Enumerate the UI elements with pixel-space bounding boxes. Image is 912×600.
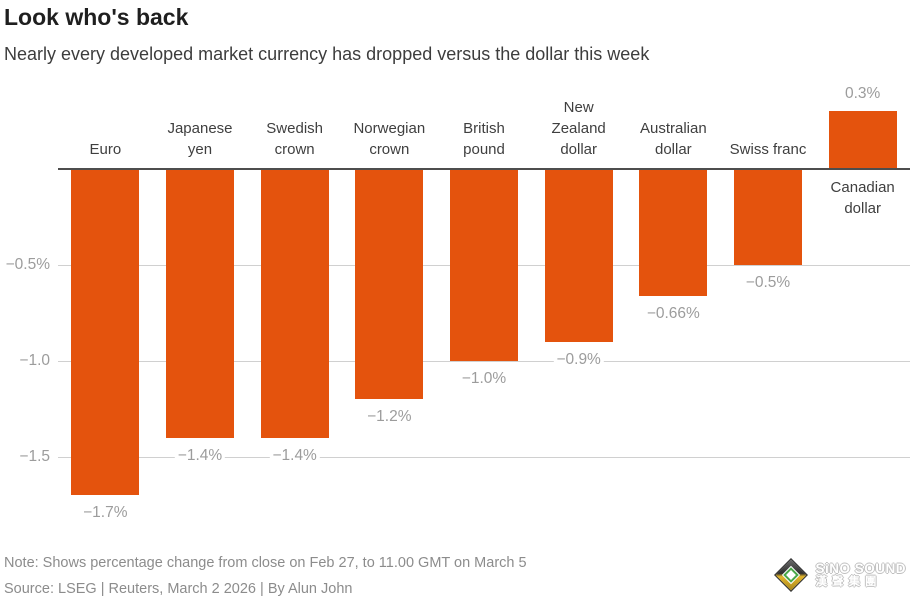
bar	[71, 169, 140, 496]
y-axis-tick-label: −1.0	[19, 352, 50, 369]
category-label: Euro	[89, 141, 122, 158]
bar-value-label: −1.4%	[269, 446, 320, 465]
chart-source: Source: LSEG | Reuters, March 2 2026 | B…	[4, 581, 353, 597]
bar	[828, 111, 897, 169]
bar-value-label: −0.66%	[643, 304, 703, 323]
category-label: Swiss franc	[729, 141, 807, 158]
bar-value-label: −1.4%	[174, 446, 226, 465]
category-label: Japanese yen	[167, 120, 233, 158]
sino-sound-diamond-icon	[773, 557, 809, 593]
bar	[166, 169, 234, 438]
bar-value-label: 0.3%	[841, 85, 884, 104]
category-label: British pound	[463, 120, 505, 158]
bar	[734, 169, 802, 265]
chart-note: Note: Shows percentage change from close…	[4, 555, 527, 571]
bar-value-label: −0.9%	[553, 350, 604, 369]
x-axis-baseline	[58, 168, 910, 170]
y-axis-tick-label: −1.5	[19, 448, 50, 465]
category-label: Norwegian crown	[353, 120, 426, 158]
chart-title: Look who's back	[4, 4, 189, 30]
bar	[639, 169, 708, 296]
gridline	[58, 360, 910, 362]
watermark-brand-cn: 漢聲集團	[815, 576, 882, 589]
category-label: Australian dollar	[639, 120, 707, 158]
gridline	[58, 456, 910, 458]
bar	[450, 169, 518, 361]
chart-subtitle: Nearly every developed market currency h…	[4, 44, 650, 64]
bar-value-label: −1.2%	[364, 408, 415, 427]
category-label: Canadian dollar	[830, 179, 895, 217]
sino-sound-watermark: SiNO SOUND 漢聲集團	[773, 554, 906, 596]
bar-value-label: −1.7%	[80, 504, 131, 523]
bar-value-label: −0.5%	[742, 274, 794, 292]
y-axis-tick-label: −0.5%	[5, 256, 50, 273]
watermark-brand-en: SiNO SOUND	[815, 560, 906, 576]
bar	[260, 169, 329, 438]
bar	[544, 169, 613, 342]
sino-sound-wordmark: SiNO SOUND 漢聲集團	[815, 560, 906, 589]
category-label: New Zealand dollar	[551, 99, 606, 158]
category-label: Swedish crown	[266, 120, 323, 158]
bar	[355, 169, 424, 400]
bar-value-label: −1.0%	[458, 370, 510, 388]
